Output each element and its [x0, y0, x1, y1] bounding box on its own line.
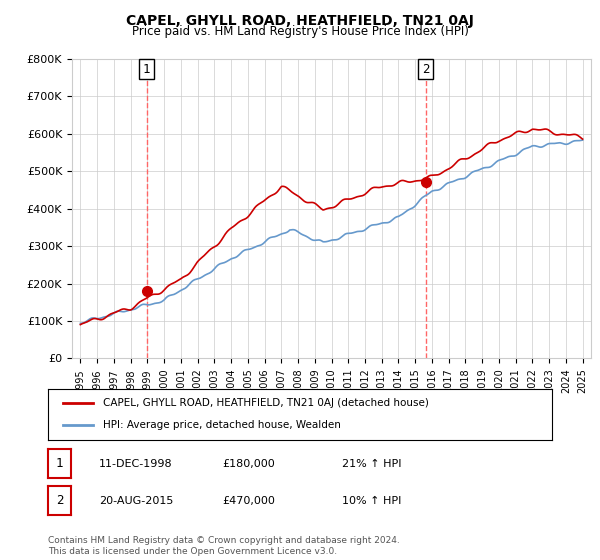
Text: 1: 1	[56, 457, 63, 470]
Text: Contains HM Land Registry data © Crown copyright and database right 2024.
This d: Contains HM Land Registry data © Crown c…	[48, 536, 400, 556]
Text: 2: 2	[422, 63, 430, 76]
Text: 20-AUG-2015: 20-AUG-2015	[99, 496, 173, 506]
Text: 10% ↑ HPI: 10% ↑ HPI	[342, 496, 401, 506]
Text: CAPEL, GHYLL ROAD, HEATHFIELD, TN21 0AJ: CAPEL, GHYLL ROAD, HEATHFIELD, TN21 0AJ	[126, 14, 474, 28]
Text: Price paid vs. HM Land Registry's House Price Index (HPI): Price paid vs. HM Land Registry's House …	[131, 25, 469, 38]
Text: HPI: Average price, detached house, Wealden: HPI: Average price, detached house, Weal…	[103, 421, 341, 431]
Text: £470,000: £470,000	[222, 496, 275, 506]
Text: 2: 2	[56, 494, 63, 507]
Text: CAPEL, GHYLL ROAD, HEATHFIELD, TN21 0AJ (detached house): CAPEL, GHYLL ROAD, HEATHFIELD, TN21 0AJ …	[103, 398, 430, 408]
Text: 21% ↑ HPI: 21% ↑ HPI	[342, 459, 401, 469]
Text: 11-DEC-1998: 11-DEC-1998	[99, 459, 173, 469]
Text: 1: 1	[143, 63, 150, 76]
Text: £180,000: £180,000	[222, 459, 275, 469]
